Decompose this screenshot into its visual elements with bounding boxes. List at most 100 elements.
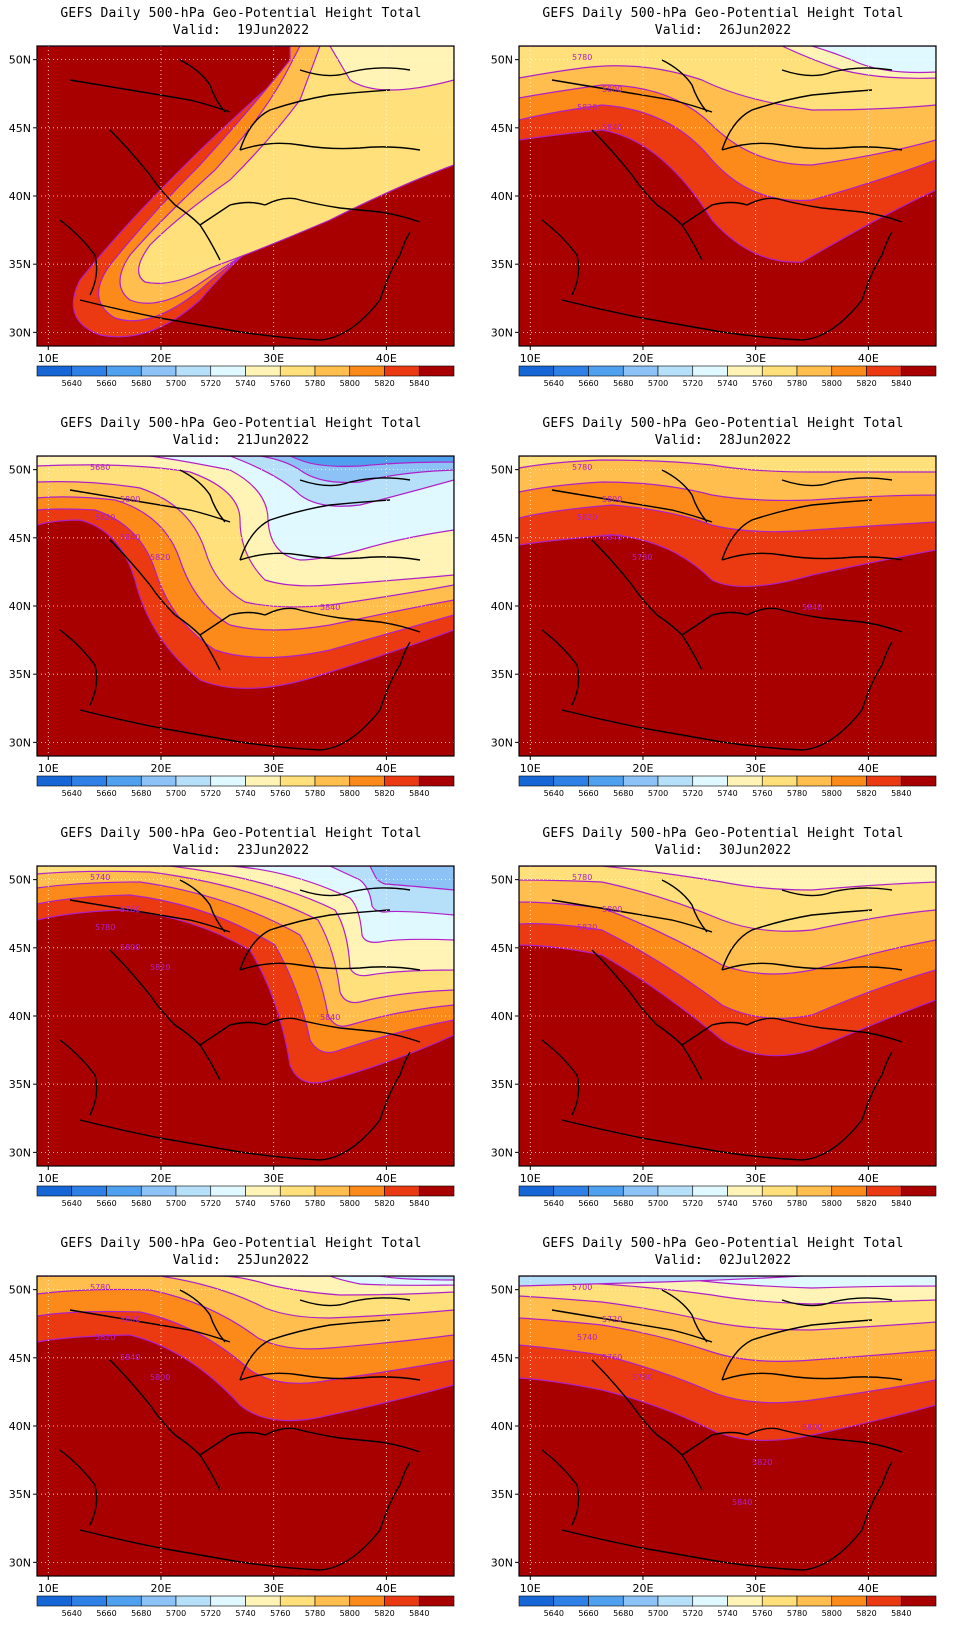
colorbar-label: 5680 [613, 1199, 633, 1208]
lat-tick-label: 30N [491, 1556, 513, 1569]
colorbar: 5640 5660 5680 5700 5720 5740 5760 5780 5800 5820… [36, 365, 455, 388]
coastlines [59, 469, 421, 751]
lat-tick-label: 50N [9, 54, 31, 67]
coastline [299, 67, 411, 77]
lat-tick-label: 35N [491, 1488, 513, 1501]
colorbar-swatch [140, 1595, 177, 1607]
colorbar-swatch [622, 365, 659, 377]
colorbar-swatch [553, 1185, 589, 1197]
coastline [721, 552, 903, 561]
lon-tick-label: 30E [745, 1172, 766, 1185]
lat-tick-label: 35N [9, 1488, 31, 1501]
lon-tick-label: 30E [745, 1582, 766, 1595]
coastline [179, 879, 226, 933]
coastline [109, 1359, 151, 1406]
colorbar-swatch [761, 365, 798, 377]
geopotential-map: 5680 5800 5820 5840 5820 5840 10E 20E 30E 40E 30N 3… [9, 455, 455, 798]
coastline [551, 899, 613, 911]
lon-tick-label: 10E [38, 1172, 59, 1185]
lon-tick-label: 10E [38, 762, 59, 775]
lat-tick-label: 40N [9, 600, 31, 613]
lat-tick-label: 40N [491, 1420, 513, 1433]
contour-label: 5760 [602, 1353, 622, 1362]
colorbar-label: 5740 [717, 1199, 737, 1208]
colorbar-swatch [71, 1595, 107, 1607]
colorbar-label: 5700 [166, 789, 186, 798]
coastline [59, 219, 98, 296]
lon-tick-label: 10E [38, 1582, 59, 1595]
colorbar-swatch [140, 1185, 177, 1197]
colorbar-swatch [727, 365, 763, 377]
contour-label: 5800 [602, 85, 622, 94]
lat-tick-label: 50N [9, 1284, 31, 1297]
lat-tick-label: 40N [9, 190, 31, 203]
lon-tick-label: 40E [858, 762, 879, 775]
lon-tick-label: 40E [858, 352, 879, 365]
colorbar-label: 5820 [856, 789, 876, 798]
colorbar-label: 5820 [374, 379, 394, 388]
contour-label: 5800 [120, 1315, 140, 1324]
contour-label: 5700 [572, 1283, 592, 1292]
colorbar-swatch [314, 365, 351, 377]
coastline [681, 1431, 748, 1456]
colorbar-swatch [175, 1595, 212, 1607]
colorbar-label: 5660 [96, 1199, 116, 1208]
coastline [561, 1119, 863, 1161]
colorbar-label: 5640 [62, 1199, 82, 1208]
lat-tick-label: 40N [491, 190, 513, 203]
geopotential-map: 5780 5800 5820 10E 20E 30E 40E 30N 35N 40N 45N 50N 5… [491, 865, 937, 1208]
colorbar-label: 5640 [544, 379, 564, 388]
colorbar: 5640 5660 5680 5700 5720 5740 5760 5780 5800 5820… [36, 775, 455, 798]
panel-valid-date: Valid: 19Jun2022 [172, 23, 310, 38]
colorbar-label: 5680 [613, 789, 633, 798]
colorbar-swatch [866, 1185, 902, 1197]
colorbar-label: 5660 [96, 1609, 116, 1618]
panel-title: GEFS Daily 500-hPa Geo-Potential Height … [60, 826, 422, 841]
coastline [611, 1319, 713, 1343]
coastline [541, 1039, 580, 1116]
coastline [109, 129, 151, 176]
coastline [299, 887, 411, 897]
coastline [239, 909, 391, 971]
colorbar-label: 5640 [544, 1199, 564, 1208]
height-contour [320, 866, 454, 891]
colorbar-label: 5680 [131, 789, 151, 798]
colorbar-label: 5660 [578, 1199, 598, 1208]
contour-label: 5820 [577, 923, 597, 932]
colorbar-label: 5700 [648, 1609, 668, 1618]
colorbar-label: 5740 [717, 789, 737, 798]
colorbar-swatch [727, 1185, 763, 1197]
colorbar-swatch [727, 1595, 763, 1607]
colorbar-swatch [245, 1595, 281, 1607]
lat-tick-label: 50N [491, 874, 513, 887]
colorbar-swatch [553, 1595, 589, 1607]
coastline [264, 607, 421, 633]
colorbar-label: 5820 [374, 1609, 394, 1618]
contour-label: 5780 [572, 463, 592, 472]
colorbar-label: 5660 [578, 379, 598, 388]
contour-label: 5720 [602, 1315, 622, 1324]
lon-tick-label: 30E [263, 1582, 284, 1595]
coastline [721, 89, 873, 151]
colorbar-swatch [796, 1185, 833, 1197]
coastline [591, 129, 633, 176]
colorbar-swatch [418, 1595, 455, 1607]
coastline [561, 709, 863, 751]
colorbar-swatch [622, 775, 659, 787]
map-panel: GEFS Daily 500-hPa Geo-Potential Height … [0, 0, 482, 410]
coastline [69, 79, 131, 91]
colorbar-swatch [245, 1185, 281, 1197]
colorbar-label: 5720 [201, 1199, 221, 1208]
height-contour [220, 456, 454, 467]
contour-label: 5780 [572, 873, 592, 882]
colorbar-label: 5720 [683, 1199, 703, 1208]
colorbar-swatch [349, 365, 385, 377]
colorbar-label: 5720 [201, 379, 221, 388]
graticule [519, 46, 936, 346]
lon-tick-label: 10E [520, 1172, 541, 1185]
colorbar-swatch [106, 1185, 142, 1197]
lon-tick-label: 30E [263, 1172, 284, 1185]
height-field: 5780 5800 5820 5840 5800 [37, 1276, 454, 1576]
coastline [681, 1021, 748, 1046]
panel-title: GEFS Daily 500-hPa Geo-Potential Height … [60, 1236, 422, 1251]
